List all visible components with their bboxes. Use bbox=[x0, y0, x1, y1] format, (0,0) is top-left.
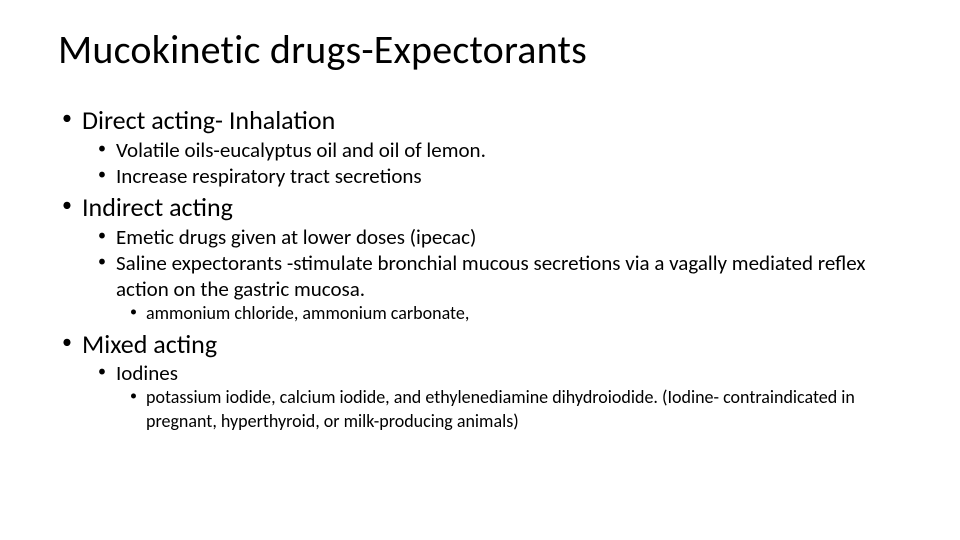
list-item: Emetic drugs given at lower doses (ipeca… bbox=[116, 224, 902, 250]
slide-title: Mucokinetic drugs-Expectorants bbox=[58, 28, 902, 72]
lv2-text: Saline expectorants -stimulate bronchial… bbox=[116, 250, 865, 302]
bullet-list-lv2: Volatile oils-eucalyptus oil and oil of … bbox=[82, 137, 902, 190]
bullet-list-lv3: potassium iodide, calcium iodide, and et… bbox=[116, 386, 902, 433]
list-item: potassium iodide, calcium iodide, and et… bbox=[146, 386, 902, 433]
lv2-text: Iodines bbox=[116, 360, 178, 386]
slide: Mucokinetic drugs-Expectorants Direct ac… bbox=[0, 0, 960, 540]
bullet-list-lv1: Direct acting- Inhalation Volatile oils-… bbox=[58, 104, 902, 433]
list-item: Saline expectorants -stimulate bronchial… bbox=[116, 250, 902, 326]
list-item: Increase respiratory tract secretions bbox=[116, 163, 902, 189]
lv2-text: Increase respiratory tract secretions bbox=[116, 163, 422, 189]
lv1-text: Direct acting- Inhalation bbox=[82, 104, 335, 136]
lv2-text: Emetic drugs given at lower doses (ipeca… bbox=[116, 224, 476, 250]
bullet-list-lv2: Iodines potassium iodide, calcium iodide… bbox=[82, 360, 902, 433]
bullet-list-lv3: ammonium chloride, ammonium carbonate, bbox=[116, 302, 902, 325]
lv3-text: potassium iodide, calcium iodide, and et… bbox=[146, 386, 855, 431]
list-item: ammonium chloride, ammonium carbonate, bbox=[146, 302, 902, 325]
list-item: Mixed acting Iodines potassium iodide, c… bbox=[82, 328, 902, 434]
list-item: Volatile oils-eucalyptus oil and oil of … bbox=[116, 137, 902, 163]
lv2-text: Volatile oils-eucalyptus oil and oil of … bbox=[116, 137, 486, 163]
lv1-text: Mixed acting bbox=[82, 328, 217, 360]
list-item: Direct acting- Inhalation Volatile oils-… bbox=[82, 104, 902, 189]
list-item: Iodines potassium iodide, calcium iodide… bbox=[116, 360, 902, 433]
lv1-text: Indirect acting bbox=[82, 191, 233, 223]
lv3-text: ammonium chloride, ammonium carbonate, bbox=[146, 302, 469, 324]
bullet-list-lv2: Emetic drugs given at lower doses (ipeca… bbox=[82, 224, 902, 326]
list-item: Indirect acting Emetic drugs given at lo… bbox=[82, 191, 902, 326]
